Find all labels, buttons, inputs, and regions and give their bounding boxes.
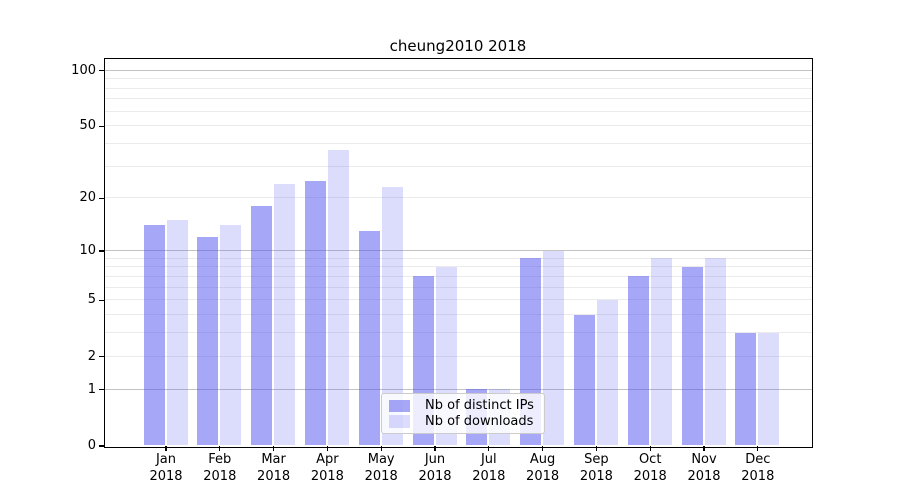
- bar-downloads: [381, 187, 403, 446]
- y-tick-mark: [99, 356, 104, 358]
- bar-distinct-ips: [681, 266, 703, 446]
- y-tick-label: 2: [87, 348, 96, 364]
- y-gridline-major: [104, 249, 812, 252]
- y-tick-label: 0: [87, 438, 96, 453]
- y-gridline-minor: [104, 125, 812, 127]
- y-gridline-minor: [104, 87, 812, 89]
- y-gridline-minor: [104, 165, 812, 167]
- bar-distinct-ips: [573, 314, 595, 446]
- x-tick-label: Mar 2018: [257, 452, 291, 484]
- y-gridline-minor: [104, 314, 812, 316]
- x-tick-label: Sep 2018: [579, 452, 613, 484]
- bar-downloads: [704, 258, 726, 446]
- x-tick-mark: [219, 446, 221, 451]
- y-gridline-minor: [104, 332, 812, 334]
- bar-downloads: [650, 258, 672, 446]
- bar-distinct-ips: [251, 206, 273, 446]
- x-tick-mark: [542, 446, 544, 451]
- bar-downloads: [543, 250, 565, 446]
- x-tick-mark: [488, 446, 490, 451]
- y-gridline-minor: [104, 355, 812, 357]
- y-gridline-minor: [104, 275, 812, 277]
- bar-downloads: [758, 332, 780, 446]
- legend-entry: Nb of downloads: [389, 414, 537, 430]
- y-tick-mark: [99, 125, 104, 128]
- plot-area: [103, 58, 813, 448]
- bar-distinct-ips: [143, 225, 165, 446]
- x-tick-mark: [380, 446, 382, 451]
- y-gridline-minor: [104, 286, 812, 288]
- y-tick-label: 1: [87, 381, 96, 397]
- x-tick-label: Oct 2018: [633, 452, 667, 484]
- x-tick-label: Aug 2018: [526, 452, 560, 484]
- y-tick-label: 100: [71, 62, 96, 78]
- y-tick-label: 20: [79, 190, 96, 206]
- y-tick-label: 5: [87, 292, 96, 308]
- x-tick-mark: [326, 446, 329, 451]
- y-gridline-minor: [104, 110, 812, 112]
- bar-distinct-ips: [358, 230, 380, 446]
- legend-swatch: [389, 399, 410, 412]
- bar-downloads: [166, 220, 188, 446]
- y-tick-label: 50: [79, 118, 96, 134]
- y-gridline-minor: [104, 266, 812, 268]
- x-tick-label: May 2018: [364, 452, 398, 484]
- x-tick-label: Jul 2018: [472, 452, 506, 484]
- x-tick-label: Dec 2018: [741, 452, 775, 484]
- bar-distinct-ips: [735, 332, 757, 446]
- bar-downloads: [327, 149, 349, 446]
- x-tick-mark: [273, 446, 275, 451]
- x-tick-mark: [649, 446, 651, 451]
- bar-distinct-ips: [627, 276, 649, 446]
- legend-label: Nb of downloads: [425, 413, 534, 429]
- bar-downloads: [220, 225, 242, 446]
- y-tick-mark: [99, 197, 104, 200]
- y-gridline-minor: [104, 143, 812, 145]
- y-tick-mark: [99, 250, 104, 252]
- y-gridline-minor: [104, 98, 812, 100]
- legend-entry: Nb of distinct IPs: [389, 398, 537, 414]
- y-gridline-minor: [104, 257, 812, 259]
- bar-distinct-ips: [304, 180, 326, 446]
- legend: Nb of distinct IPs Nb of downloads: [381, 393, 545, 434]
- bar-downloads: [274, 183, 296, 446]
- legend-label: Nb of distinct IPs: [425, 398, 534, 414]
- x-tick-mark: [434, 446, 436, 451]
- x-tick-label: Jun 2018: [418, 452, 452, 484]
- y-gridline-minor: [104, 299, 812, 301]
- x-tick-mark: [703, 446, 705, 451]
- y-tick-label: 10: [79, 243, 96, 259]
- x-tick-mark: [757, 446, 759, 451]
- x-tick-label: Apr 2018: [310, 452, 344, 484]
- y-gridline-minor: [104, 197, 812, 199]
- y-tick-mark: [99, 299, 104, 302]
- bar-distinct-ips: [197, 236, 219, 446]
- x-tick-mark: [165, 446, 167, 451]
- x-tick-label: Nov 2018: [687, 452, 721, 484]
- x-tick-label: Feb 2018: [203, 452, 237, 484]
- y-gridline-major: [104, 69, 812, 71]
- x-tick-mark: [595, 446, 598, 451]
- y-tick-mark: [99, 389, 104, 391]
- bar-downloads: [596, 299, 618, 446]
- chart-title: cheung2010 2018: [389, 37, 527, 55]
- y-gridline-minor: [104, 78, 812, 80]
- legend-swatch: [389, 415, 410, 428]
- y-gridline-major: [104, 388, 812, 390]
- y-tick-mark: [99, 445, 104, 447]
- x-tick-label: Jan 2018: [149, 452, 183, 484]
- y-tick-mark: [99, 70, 104, 72]
